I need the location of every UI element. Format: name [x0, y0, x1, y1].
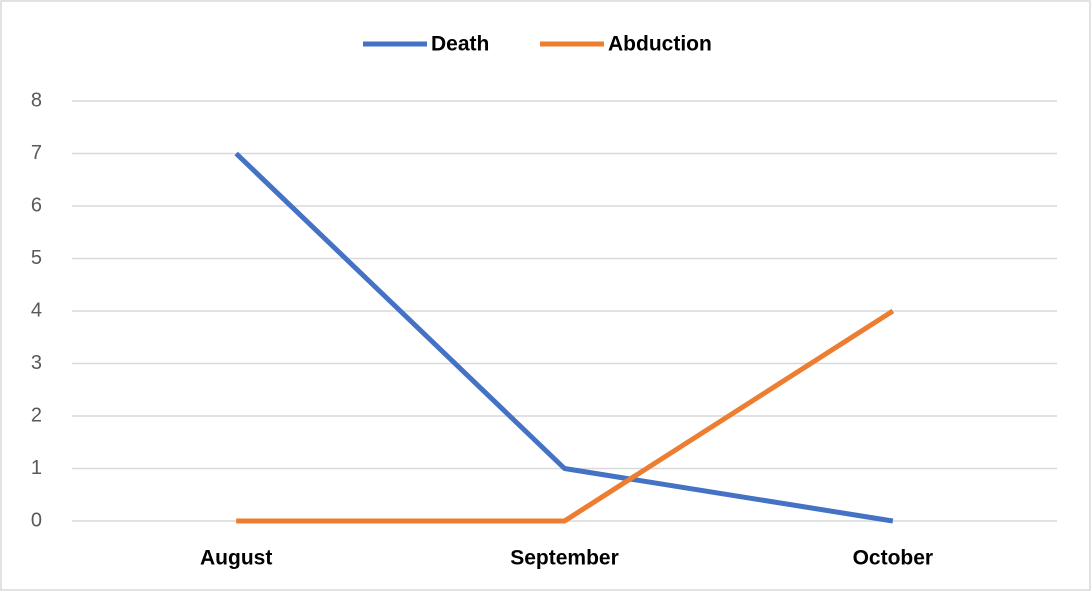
y-tick-label: 8: [31, 89, 42, 111]
y-tick-label: 3: [31, 352, 42, 374]
y-tick-label: 0: [31, 509, 42, 531]
x-tick-label: October: [853, 547, 934, 570]
y-tick-label: 2: [31, 404, 42, 426]
y-tick-label: 4: [31, 299, 42, 321]
y-tick-label: 7: [31, 142, 42, 164]
y-tick-label: 6: [31, 194, 42, 216]
x-tick-label: September: [510, 547, 619, 570]
y-tick-label: 5: [31, 247, 42, 269]
y-tick-label: 1: [31, 457, 42, 479]
data-line: [236, 308, 895, 524]
legend-label: Abduction: [608, 33, 712, 56]
legend-label: Death: [431, 33, 489, 56]
x-tick-label: August: [200, 547, 272, 570]
data-line: [234, 151, 894, 524]
